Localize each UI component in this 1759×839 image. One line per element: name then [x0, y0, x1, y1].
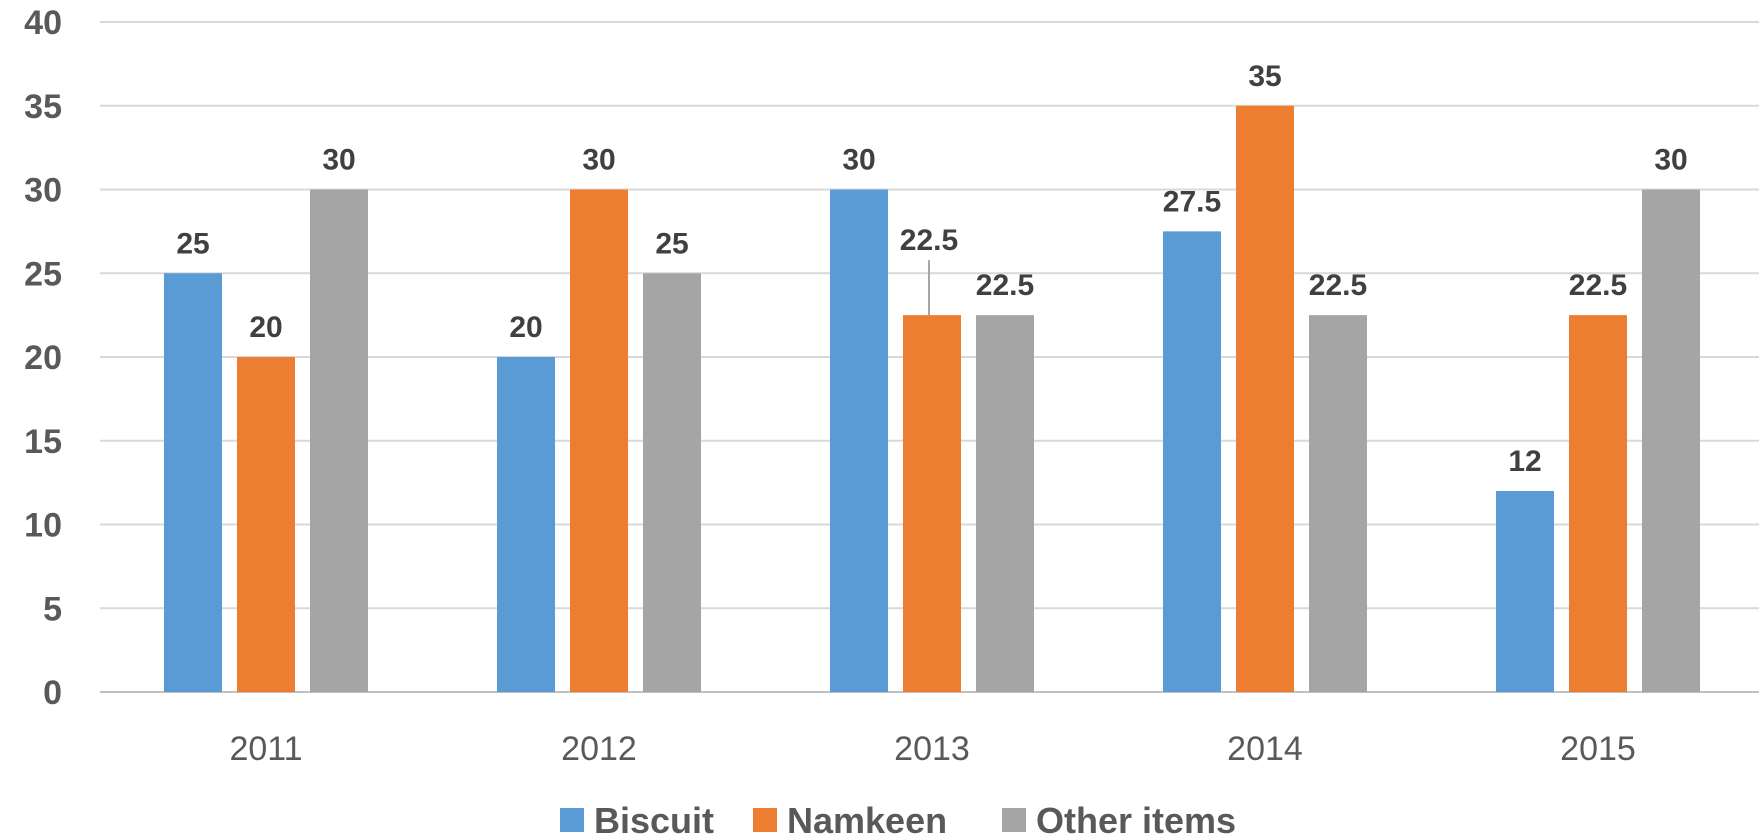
- y-axis-ticks: 0 5 10 15 20 25 30 35 40: [24, 4, 62, 712]
- data-label: 30: [322, 144, 355, 177]
- data-label: 25: [655, 227, 688, 260]
- y-tick-label: 35: [24, 88, 62, 126]
- bar-other-items-2013: [976, 315, 1034, 692]
- data-label: 30: [582, 144, 615, 177]
- y-tick-label: 40: [24, 4, 62, 42]
- bar-other-items-2014: [1309, 315, 1367, 692]
- bar-biscuit-2015: [1496, 491, 1554, 692]
- data-label: 22.5: [1309, 269, 1367, 302]
- bar-namkeen-2013: [903, 315, 961, 692]
- data-label: 30: [842, 144, 875, 177]
- bar-namkeen-2015: [1569, 315, 1627, 692]
- bar-namkeen-2012: [570, 189, 628, 692]
- bar-namkeen-2011: [237, 357, 295, 692]
- y-tick-label: 5: [43, 590, 62, 628]
- bar-biscuit-2011: [164, 273, 222, 692]
- y-tick-label: 25: [24, 255, 62, 293]
- x-tick-label: 2012: [561, 730, 637, 768]
- data-label: 20: [249, 311, 282, 344]
- data-label: 22.5: [976, 269, 1034, 302]
- bar-namkeen-2014: [1236, 105, 1294, 692]
- data-label: 27.5: [1163, 185, 1221, 218]
- x-axis-ticks: 2011 2012 2013 2014 2015: [229, 730, 1635, 768]
- legend: Biscuit Namkeen Other items: [560, 800, 1236, 839]
- data-label: 12: [1508, 445, 1541, 478]
- legend-label: Namkeen: [787, 800, 947, 839]
- bars: [164, 105, 1700, 692]
- data-labels: 25 20 30 20 30 25 30 22.5 22.5 27.5 35 22.5 12 22.5 30: [176, 60, 1687, 478]
- legend-label: Biscuit: [594, 800, 714, 839]
- x-tick-label: 2011: [229, 730, 302, 768]
- bar-other-items-2012: [643, 273, 701, 692]
- y-tick-label: 10: [24, 507, 62, 545]
- data-label: 25: [176, 227, 209, 260]
- bar-other-items-2015: [1642, 189, 1700, 692]
- y-tick-label: 15: [24, 423, 62, 461]
- data-label: 30: [1654, 144, 1687, 177]
- data-label: 35: [1248, 60, 1281, 93]
- x-tick-label: 2014: [1227, 730, 1303, 768]
- x-tick-label: 2013: [894, 730, 970, 768]
- x-tick-label: 2015: [1560, 730, 1636, 768]
- bar-biscuit-2014: [1163, 231, 1221, 692]
- data-label: 22.5: [900, 224, 958, 257]
- y-tick-label: 0: [43, 674, 62, 712]
- bar-other-items-2011: [310, 189, 368, 692]
- data-label: 20: [509, 311, 542, 344]
- bar-biscuit-2012: [497, 357, 555, 692]
- legend-label: Other items: [1036, 800, 1236, 839]
- legend-swatch: [1002, 808, 1026, 832]
- legend-swatch: [753, 808, 777, 832]
- bar-biscuit-2013: [830, 189, 888, 692]
- y-tick-label: 30: [24, 172, 62, 210]
- y-tick-label: 20: [24, 339, 62, 377]
- legend-swatch: [560, 808, 584, 832]
- data-label: 22.5: [1569, 269, 1627, 302]
